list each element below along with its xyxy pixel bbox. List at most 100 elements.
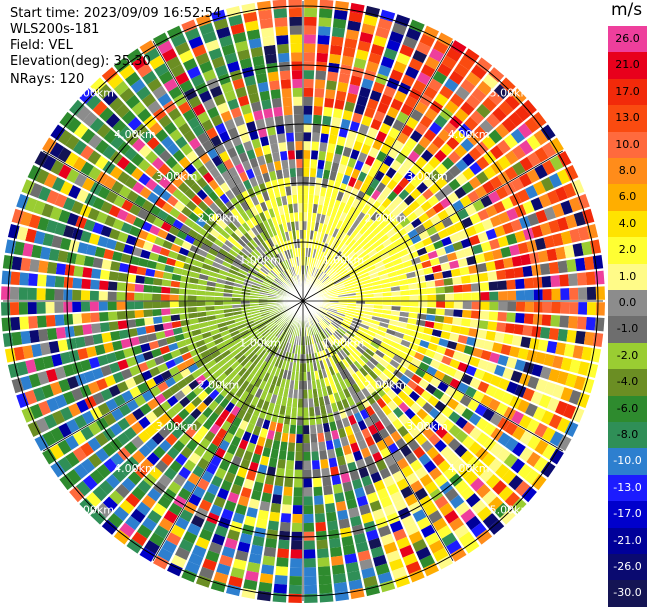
ppi-gate	[160, 221, 172, 232]
ppi-gate	[178, 156, 191, 169]
ppi-gate	[316, 361, 322, 371]
ppi-gate	[375, 459, 387, 472]
range-ring-label: 1.00km	[323, 253, 365, 266]
ppi-gate	[403, 223, 415, 233]
ppi-gate	[224, 52, 238, 65]
ppi-gate	[412, 79, 427, 93]
ppi-gate	[354, 312, 364, 317]
ppi-gate	[383, 541, 398, 555]
ppi-gate	[120, 338, 132, 349]
ppi-gate	[252, 535, 265, 547]
ppi-gate	[249, 157, 259, 169]
ppi-gate	[534, 439, 549, 455]
ppi-gate	[147, 488, 162, 502]
ppi-gate	[186, 200, 197, 212]
ppi-gate	[203, 336, 214, 344]
ppi-gate	[143, 293, 153, 301]
ppi-gate	[354, 412, 363, 423]
ppi-gate	[210, 455, 222, 467]
ppi-gate	[165, 359, 177, 369]
ppi-gate	[260, 136, 270, 147]
ppi-gate	[132, 373, 145, 385]
ppi-gate	[432, 70, 448, 85]
ppi-gate	[422, 402, 434, 414]
ppi-gate	[265, 275, 275, 282]
ppi-gate	[224, 537, 238, 550]
ppi-gate	[112, 371, 125, 384]
ppi-gate	[369, 90, 382, 102]
ppi-gate	[370, 471, 382, 484]
ppi-gate	[201, 331, 212, 339]
ppi-gate	[479, 311, 490, 320]
ppi-gate	[392, 119, 405, 132]
ppi-gate	[265, 181, 273, 191]
ppi-gate	[1, 317, 12, 332]
ppi-gate	[236, 254, 246, 263]
ppi-gate	[51, 410, 66, 425]
ppi-gate	[281, 159, 289, 170]
ppi-gate	[366, 360, 376, 370]
ppi-gate	[286, 195, 293, 205]
ppi-gate	[405, 137, 418, 150]
ppi-gate	[349, 253, 358, 262]
ppi-gate	[461, 275, 471, 284]
ppi-gate	[401, 515, 415, 528]
ppi-gate	[11, 208, 24, 224]
ppi-gate	[227, 235, 237, 245]
ppi-gate	[441, 55, 457, 70]
ppi-gate	[337, 267, 346, 275]
ppi-gate	[230, 405, 241, 417]
ppi-gate	[481, 452, 496, 467]
ppi-gate	[522, 325, 533, 337]
ray-separator	[302, 87, 517, 302]
ppi-gate	[338, 163, 347, 175]
ppi-gate	[327, 337, 335, 346]
ppi-gate	[259, 501, 271, 512]
ppi-gate	[314, 495, 324, 505]
ppi-gate	[251, 264, 260, 272]
ppi-gate	[218, 345, 229, 354]
ppi-gate	[178, 301, 188, 307]
ppi-gate	[195, 233, 206, 243]
ppi-gate	[127, 264, 138, 274]
ppi-gate	[268, 290, 278, 294]
ppi-gate	[329, 335, 337, 344]
ray-separator	[194, 300, 304, 584]
ppi-gate	[390, 159, 402, 172]
ppi-gate	[560, 288, 570, 300]
ppi-gate	[325, 338, 332, 347]
ppi-gate	[74, 414, 88, 429]
ppi-gate	[161, 286, 171, 294]
ppi-gate	[352, 383, 361, 394]
ppi-gate	[195, 217, 206, 228]
ppi-gate	[370, 546, 385, 559]
ppi-gate	[215, 208, 226, 219]
ppi-gate	[275, 265, 282, 274]
ppi-gate	[81, 313, 91, 324]
ppi-gate	[101, 332, 112, 343]
ppi-gate	[180, 446, 193, 459]
ppi-gate	[131, 345, 143, 356]
ray-separator	[302, 300, 605, 318]
colorbar-swatch	[608, 580, 647, 607]
ppi-gate	[270, 285, 280, 291]
colorbar-unit: m/s	[611, 0, 643, 20]
ppi-gate	[359, 31, 374, 44]
ppi-gate	[205, 341, 216, 349]
ppi-gate	[183, 501, 198, 515]
ppi-gate	[195, 339, 206, 348]
ppi-gate	[286, 451, 295, 461]
ppi-gate	[243, 282, 253, 287]
ppi-gate	[369, 357, 379, 367]
ppi-gate	[267, 355, 275, 365]
ppi-gate	[393, 528, 407, 542]
ppi-gate	[326, 311, 336, 317]
ppi-gate	[319, 350, 325, 361]
ppi-gate	[409, 569, 425, 583]
ppi-gate	[100, 388, 113, 401]
range-ring-label: 4.00km	[448, 128, 490, 141]
ppi-gate	[498, 211, 510, 224]
ppi-gate	[415, 433, 428, 446]
ppi-gate	[286, 141, 295, 151]
ray-separator	[302, 300, 591, 395]
